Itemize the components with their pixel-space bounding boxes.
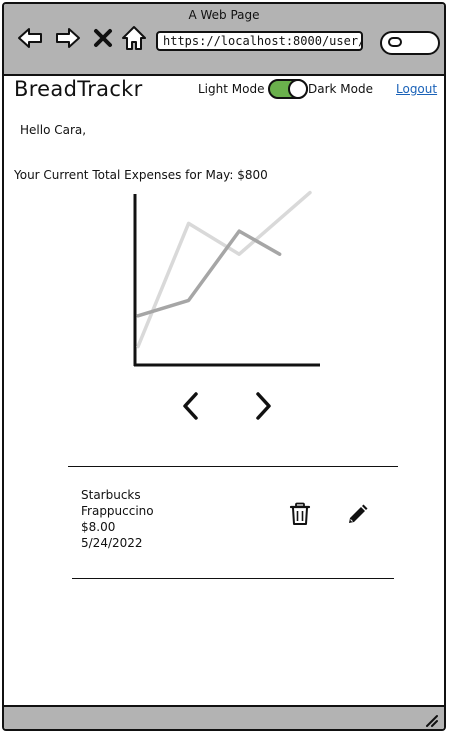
stop-button[interactable]: [92, 24, 114, 52]
dark-mode-label: Dark Mode: [308, 82, 373, 96]
pencil-icon: [349, 504, 368, 523]
delete-button[interactable]: [289, 502, 311, 526]
browser-window: A Web Page https://localhost:8000/user/:…: [2, 2, 446, 731]
home-button[interactable]: [120, 24, 148, 52]
series-line-1: [136, 190, 312, 349]
resize-handle-icon[interactable]: [424, 713, 438, 727]
edit-button[interactable]: [346, 502, 368, 526]
series-line-2: [136, 229, 282, 318]
logout-link[interactable]: Logout: [396, 82, 438, 96]
arrow-left-icon: [18, 28, 42, 48]
search-icon: [388, 37, 402, 47]
status-bar: [4, 705, 444, 729]
entry-item: Frappuccino: [81, 504, 154, 518]
expenses-summary: Your Current Total Expenses for May: $80…: [14, 168, 268, 182]
greeting: Hello Cara,: [20, 123, 87, 137]
light-mode-label: Light Mode: [198, 82, 265, 96]
app-header: BreadTrackr Light Mode Dark Mode Logout: [4, 76, 444, 106]
window-title: A Web Page: [188, 8, 260, 22]
entry-amount: $8.00: [81, 520, 116, 534]
divider: [72, 578, 394, 579]
theme-toggle[interactable]: [268, 79, 308, 99]
forward-button[interactable]: [54, 24, 82, 52]
divider: [68, 466, 398, 467]
brand-logo: BreadTrackr: [14, 77, 143, 101]
toggle-knob: [288, 79, 308, 99]
entry-date: 5/24/2022: [81, 536, 143, 550]
chevron-left-icon: [183, 392, 198, 420]
browser-chrome: A Web Page https://localhost:8000/user/:…: [4, 4, 444, 76]
prev-month-button[interactable]: [178, 390, 204, 422]
browser-search[interactable]: [380, 31, 440, 55]
arrow-right-icon: [56, 28, 80, 48]
url-bar[interactable]: https://localhost:8000/user/:id: [156, 31, 363, 51]
trash-icon: [289, 502, 311, 525]
entry-merchant: Starbucks: [81, 488, 141, 502]
chevron-right-icon: [256, 392, 271, 420]
next-month-button[interactable]: [250, 390, 276, 422]
home-icon: [122, 26, 146, 50]
expense-chart: [133, 190, 320, 367]
close-icon: [94, 29, 112, 47]
back-button[interactable]: [16, 24, 44, 52]
